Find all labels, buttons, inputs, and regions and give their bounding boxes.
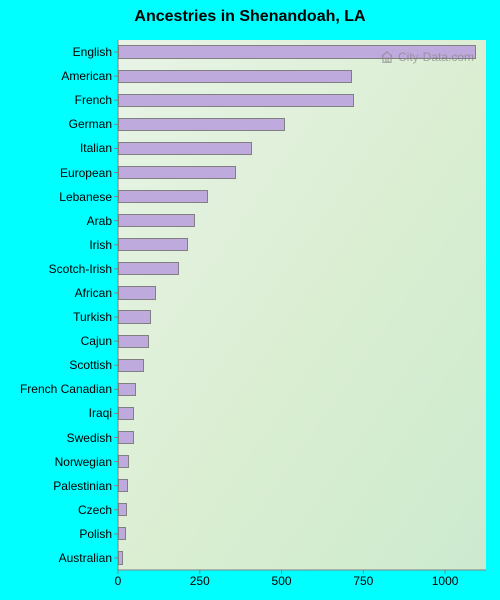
y-tick-label: Scotch-Irish [49,262,118,276]
bar [118,142,252,155]
y-tick-label: American [61,69,118,83]
chart-stage: Ancestries in Shenandoah, LA EnglishAmer… [0,0,500,600]
y-tick-label: European [60,166,118,180]
bar [118,166,236,179]
bar [118,310,151,323]
bar [118,214,195,227]
y-tick-label: Norwegian [55,455,118,469]
bar [118,551,123,564]
bar [118,479,128,492]
y-tick-label: Palestinian [53,479,118,493]
y-tick-label: Irish [89,238,118,252]
x-tick-label: 1000 [432,570,459,588]
bar [118,238,188,251]
y-tick-label: Australian [59,551,118,565]
bar [118,286,156,299]
y-tick-label: Lebanese [59,190,118,204]
y-tick-label: German [69,117,118,131]
bar [118,118,285,131]
x-tick-label: 500 [272,570,292,588]
y-tick-label: French Canadian [20,382,118,396]
y-tick-label: Scottish [69,358,118,372]
bar [118,383,136,396]
y-tick-label: Italian [80,141,118,155]
y-tick-label: Czech [78,503,118,517]
bar [118,407,134,420]
bar [118,431,134,444]
bar [118,527,126,540]
chart-title: Ancestries in Shenandoah, LA [0,8,500,26]
bar [118,45,476,58]
plot-area: EnglishAmericanFrenchGermanItalianEurope… [118,40,486,570]
bar [118,262,179,275]
y-tick-label: English [73,45,118,59]
x-tick-label: 750 [353,570,373,588]
y-tick-label: Cajun [81,334,118,348]
x-tick-label: 0 [115,570,122,588]
bar [118,503,127,516]
y-tick-label: Turkish [73,310,118,324]
x-tick-label: 250 [190,570,210,588]
y-tick-label: Iraqi [89,406,118,420]
bar [118,190,208,203]
bar [118,335,149,348]
y-tick-label: Swedish [67,431,118,445]
y-tick-label: Polish [79,527,118,541]
bar [118,70,352,83]
y-tick-label: Arab [87,214,118,228]
bar [118,94,354,107]
y-tick-label: French [75,93,118,107]
y-tick-label: African [75,286,118,300]
bar [118,455,129,468]
bar [118,359,144,372]
